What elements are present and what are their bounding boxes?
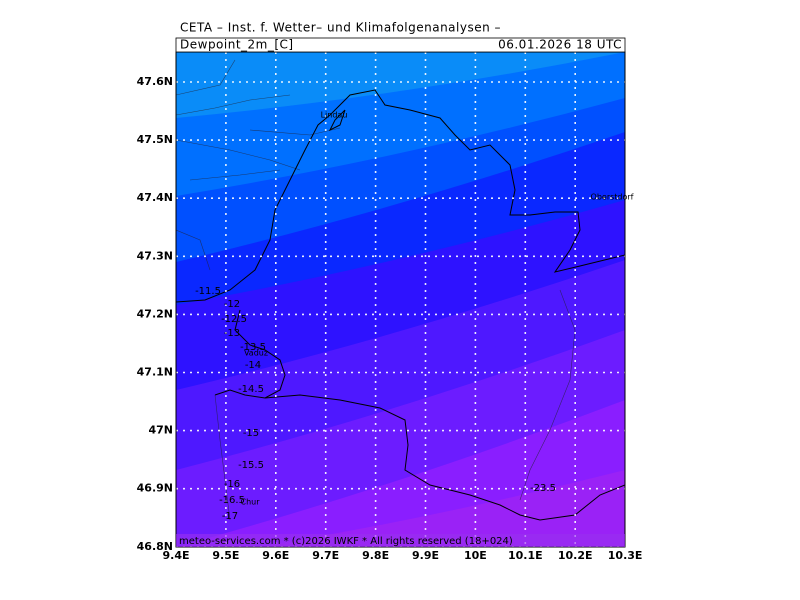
contour-label: -16.5 [219,495,245,506]
footer-text: meteo-services.com * (c)2026 IWKF * All … [179,536,513,547]
lat-label: 47.1N [137,366,173,379]
lon-label: 9.8E [362,549,389,562]
contour-label: -11.5 [195,286,221,297]
contour-label: -16 [224,479,240,490]
field-band [176,52,625,118]
place-label: Vaduz [244,349,268,358]
lon-label: 9.5E [212,549,239,562]
header-box [175,37,626,53]
lat-label: 47.3N [137,249,173,262]
variable-name: Dewpoint_2m_[C] [180,38,294,52]
lon-label: 9.7E [312,549,339,562]
lat-label: 47.4N [137,191,173,204]
contour-label: -13 [224,328,240,339]
lat-label: 46.8N [137,540,173,553]
place-label: Lindau [321,111,348,120]
borders [176,59,625,521]
lat-label: 46.9N [137,482,173,495]
lon-label: 10.3E [608,549,643,562]
labels: 47.6N 47.5N 47.4N 47.3N 47.2N 47.1N 47N 46.9N 46… [137,75,643,562]
lon-label: 10E [464,549,487,562]
lon-label: 10.1E [508,549,543,562]
dewpoint-field [176,52,625,547]
lat-label: 47N [148,424,173,437]
lon-label: 9.6E [262,549,289,562]
datetime: 06.01.2026 18 UTC [498,38,622,52]
contour-label: -15 [243,428,259,439]
contour-label: -12.5 [221,314,247,325]
contour-label: -14.5 [238,384,264,395]
lat-label: 47.2N [137,307,173,320]
header-title: CETA – Inst. f. Wetter– und Klimafolgena… [180,21,501,35]
lat-label: 47.5N [137,133,173,146]
place-label: Oberstdorf [591,193,634,202]
lon-label: 9.9E [412,549,439,562]
lat-label: 47.6N [137,75,173,88]
contour-label: -14 [245,360,261,371]
lon-label: 9.4E [162,549,189,562]
contour-label: -23.5 [530,483,556,494]
contour-label: -15.5 [238,460,264,471]
contour-label: -17 [222,511,238,522]
place-label: Chur [240,498,260,507]
lon-label: 10.2E [558,549,593,562]
contour-label: -13.5 [240,342,266,353]
footer-bar [176,534,625,547]
contour-label: -12 [224,299,240,310]
